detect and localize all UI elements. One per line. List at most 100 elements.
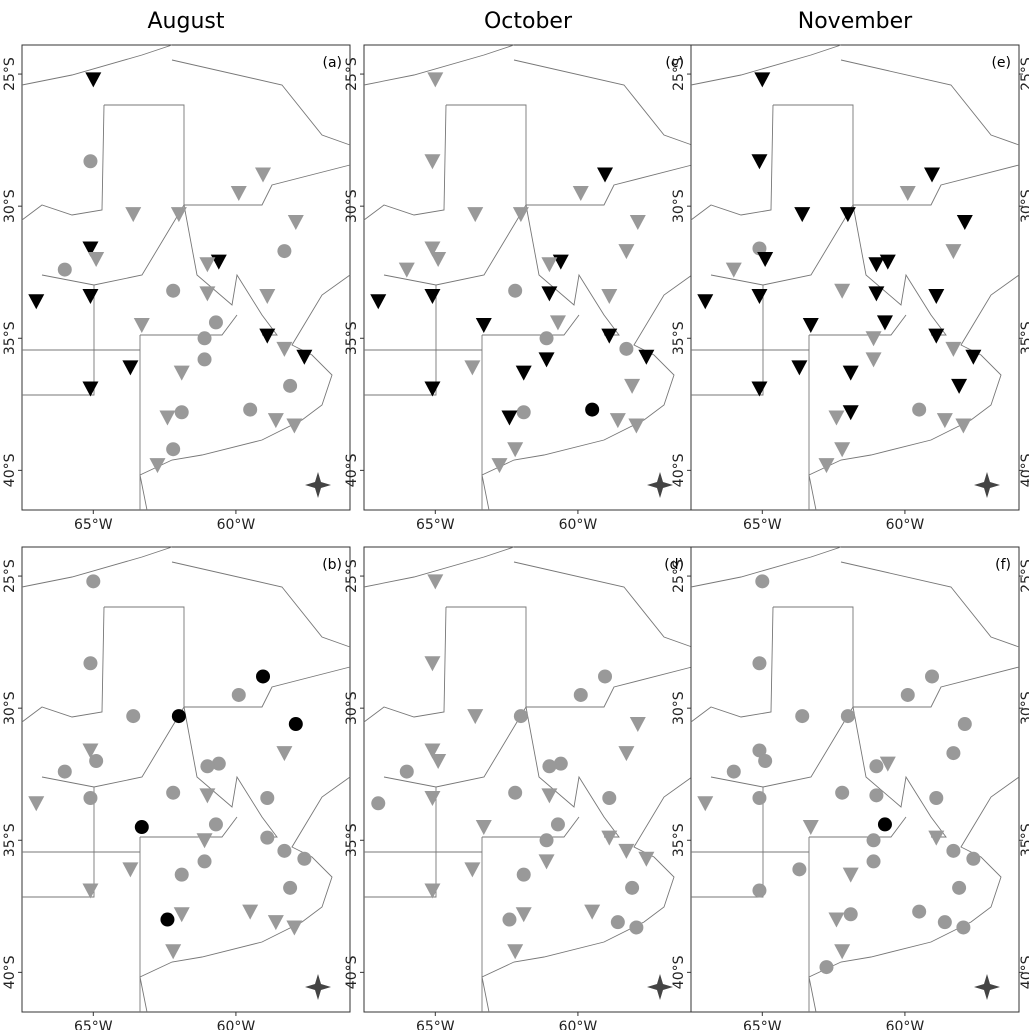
station-triangle [170, 207, 187, 223]
station-triangle [924, 167, 941, 183]
station-dot [160, 912, 175, 927]
border-line [446, 606, 693, 708]
station-triangle [618, 244, 635, 260]
station-triangle [515, 365, 532, 381]
border-line [363, 606, 447, 723]
station-triangle [230, 185, 247, 201]
x-tick-label: 60°W [217, 517, 256, 533]
border-line [852, 204, 947, 336]
station-dot [83, 790, 98, 805]
station-dot [243, 402, 258, 417]
station-triangle [424, 883, 441, 899]
y-tick-label: 35°S [671, 321, 687, 355]
station-triangle [165, 944, 182, 960]
station-dot [134, 820, 149, 835]
station-triangle [601, 830, 618, 846]
border-line [41, 706, 185, 788]
column-title: October [484, 9, 573, 34]
station-triangle [125, 207, 142, 223]
station-dot [869, 788, 884, 803]
border-line [383, 204, 527, 286]
column-title: November [798, 9, 913, 34]
station-dot [946, 746, 961, 761]
y-tick-label: 30°S [1019, 189, 1029, 223]
station-triangle [609, 413, 626, 429]
station-dot [277, 244, 292, 259]
station-dot [550, 817, 565, 832]
station-dot [840, 709, 855, 724]
station-dot [371, 796, 386, 811]
x-tick-label: 65°W [74, 517, 113, 533]
panel-label: (d) [664, 557, 684, 573]
station-triangle [424, 241, 441, 257]
station-dot [283, 880, 298, 895]
station-dot [877, 817, 892, 832]
station-triangle [199, 257, 216, 273]
station-dot [602, 790, 617, 805]
station-triangle [82, 288, 99, 304]
station-dot [912, 904, 927, 919]
station-triangle [276, 341, 293, 357]
border-line [808, 776, 1020, 1013]
station-dot [929, 790, 944, 805]
station-dot [598, 669, 613, 684]
border-line [513, 561, 693, 648]
station-dot [516, 867, 531, 882]
station-dot [508, 283, 523, 298]
station-triangle [430, 252, 447, 268]
station-triangle [370, 294, 387, 310]
panel-frame [21, 546, 351, 1013]
station-triangle [839, 207, 856, 223]
station-dot [83, 656, 98, 671]
x-tick-label: 65°W [743, 517, 782, 533]
x-tick-label: 60°W [886, 1019, 925, 1030]
y-tick-label: 25°S [2, 57, 18, 91]
station-triangle [842, 867, 859, 883]
border-line [139, 776, 351, 1013]
station-triangle [82, 883, 99, 899]
border-line [690, 546, 842, 588]
border-line [525, 706, 620, 838]
border-line [710, 706, 854, 788]
y-tick-label: 35°S [1019, 321, 1029, 355]
station-triangle [82, 241, 99, 257]
y-tick-label: 30°S [2, 189, 18, 223]
panel-frame [363, 44, 693, 511]
station-triangle [464, 360, 481, 376]
station-triangle [928, 288, 945, 304]
station-dot [957, 717, 972, 732]
border-line [171, 59, 351, 146]
station-triangle [538, 854, 555, 870]
border-line [364, 787, 437, 898]
station-dot [629, 920, 644, 935]
station-dot [283, 378, 298, 393]
station-triangle [956, 215, 973, 231]
x-tick-label: 60°W [886, 517, 925, 533]
border-line [104, 104, 351, 206]
station-triangle [424, 656, 441, 672]
border-line [809, 314, 907, 336]
station-triangle [802, 318, 819, 334]
station-triangle [259, 288, 276, 304]
panel-label: (b) [322, 557, 342, 573]
station-triangle [828, 912, 845, 928]
station-triangle [427, 574, 444, 590]
station-triangle [512, 207, 529, 223]
station-triangle [549, 315, 566, 331]
station-dot [755, 574, 770, 589]
station-dot [516, 405, 531, 420]
station-dot [539, 331, 554, 346]
x-tick-label: 60°W [559, 1019, 598, 1030]
station-triangle [597, 167, 614, 183]
border-line [183, 204, 278, 336]
station-triangle [475, 318, 492, 334]
station-triangle [541, 257, 558, 273]
y-tick-label: 40°S [344, 453, 360, 487]
compass [647, 472, 673, 498]
station-triangle [515, 907, 532, 923]
map-panel: (c) 65°W 60°W 25°S 30°S 35°S 40°S [344, 44, 693, 533]
station-triangle [618, 843, 635, 859]
panel-frame [363, 546, 693, 1013]
station-triangle [276, 746, 293, 762]
border-line [22, 787, 95, 898]
